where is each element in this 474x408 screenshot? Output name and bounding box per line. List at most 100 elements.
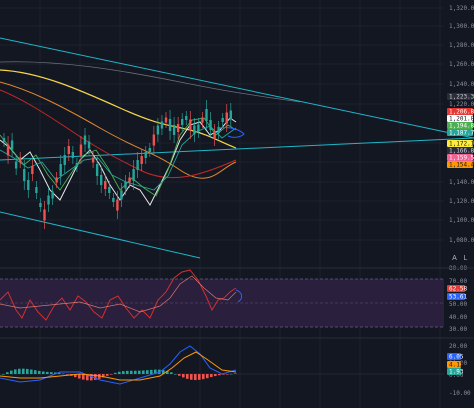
badge-bg xyxy=(447,122,473,129)
candle-body xyxy=(156,125,160,135)
macd-bar xyxy=(66,374,69,375)
candle-body xyxy=(168,119,172,131)
macd-bar xyxy=(90,374,93,381)
badge-bg xyxy=(447,147,473,154)
candle xyxy=(217,121,220,139)
badge-text: 1,172.14 xyxy=(449,141,474,148)
candle-body xyxy=(55,177,58,183)
badge-bg xyxy=(447,161,473,168)
candle-body xyxy=(35,187,38,193)
macd-bar xyxy=(214,374,217,377)
candle xyxy=(23,160,26,190)
price-badge: 1,194.81 xyxy=(447,122,474,130)
candle xyxy=(124,175,127,195)
horizontal-trendline[interactable] xyxy=(0,137,474,161)
candle xyxy=(148,143,151,157)
rsi-line[interactable] xyxy=(0,269,237,321)
price-pane[interactable] xyxy=(0,37,474,259)
badge-text: 1,201.82 xyxy=(449,116,474,123)
macd-bar xyxy=(226,374,229,375)
badge-bg xyxy=(447,108,473,115)
macd-bar xyxy=(182,374,185,378)
macd-bar xyxy=(98,374,101,379)
macd-bar xyxy=(54,372,57,374)
macd-badge: 6.05 xyxy=(447,353,464,361)
candle-body xyxy=(14,161,18,169)
macd-bar xyxy=(190,374,193,380)
candle-body xyxy=(128,177,131,183)
candle-body xyxy=(132,169,135,181)
candle-body xyxy=(120,190,123,200)
candlestick-series[interactable] xyxy=(2,100,232,229)
macd-bar xyxy=(6,372,9,374)
macd-bar xyxy=(38,370,41,374)
candle xyxy=(14,155,18,175)
candle-body xyxy=(181,119,184,125)
candle-body xyxy=(104,181,107,189)
price-badge: 1,154.49 xyxy=(447,161,474,169)
candle-body xyxy=(108,187,111,193)
ma-red xyxy=(0,89,237,179)
macd-bar xyxy=(162,370,165,374)
macd-badge: 4.12 xyxy=(447,361,464,369)
macd-badges: 6.054.121.93 xyxy=(447,353,464,376)
candle-body xyxy=(2,138,6,142)
candle-body xyxy=(209,120,212,130)
candle xyxy=(10,133,14,157)
macd-bar xyxy=(230,373,233,375)
macd-bar xyxy=(186,374,189,379)
lower-trendline[interactable] xyxy=(0,211,201,259)
macd-pane[interactable] xyxy=(0,345,444,385)
candle xyxy=(59,155,62,185)
macd-bar xyxy=(126,370,129,374)
candle xyxy=(116,191,119,219)
candle xyxy=(201,112,204,128)
candle xyxy=(189,111,192,139)
upper-trendline[interactable] xyxy=(0,37,474,139)
candle xyxy=(19,152,22,168)
candle xyxy=(193,118,196,142)
candle-body xyxy=(95,164,99,176)
macd-bar xyxy=(82,374,85,380)
candle-body xyxy=(116,199,119,211)
candle-body xyxy=(217,127,220,133)
candle xyxy=(43,201,46,229)
macd-tick-label: -10.00 xyxy=(449,390,471,397)
badge-text: 1,154.49 xyxy=(449,162,474,169)
candle xyxy=(144,146,147,164)
candle-body xyxy=(140,156,143,164)
candle-body xyxy=(63,155,66,165)
badge-bg xyxy=(447,293,465,300)
macd-bar xyxy=(142,370,145,374)
log-scale-button[interactable]: L xyxy=(463,255,468,262)
candle-body xyxy=(160,121,164,129)
badge-text: 62.58 xyxy=(449,286,467,293)
candle xyxy=(100,167,103,193)
macd-bar xyxy=(134,370,137,374)
candle xyxy=(185,111,188,125)
candle xyxy=(31,159,34,181)
candle xyxy=(75,158,79,172)
candle-body xyxy=(185,116,188,120)
candle-body xyxy=(205,109,208,121)
macd-line[interactable] xyxy=(0,345,237,385)
price-tick-label: 1,240.00 xyxy=(449,81,474,88)
macd-bar xyxy=(10,370,13,374)
price-badge: 1,172.14 xyxy=(447,140,474,148)
candle-body xyxy=(6,144,10,156)
badge-text: 1,223.39 xyxy=(449,94,474,101)
price-tick-label: 1,280.00 xyxy=(449,42,474,49)
macd-bar xyxy=(174,373,177,375)
macd-bar xyxy=(106,374,109,376)
candle xyxy=(35,181,38,199)
badge-text: 1.93 xyxy=(449,369,464,376)
candle-body xyxy=(51,191,54,199)
badge-text: 4.12 xyxy=(449,362,464,369)
macd-tick-label: 0.00 xyxy=(449,372,464,379)
badge-text: 1,159.55 xyxy=(449,155,474,162)
candle xyxy=(71,146,75,164)
auto-scale-button[interactable]: A xyxy=(452,255,457,262)
macd-bar xyxy=(170,372,173,374)
rsi-pane[interactable] xyxy=(0,269,444,328)
